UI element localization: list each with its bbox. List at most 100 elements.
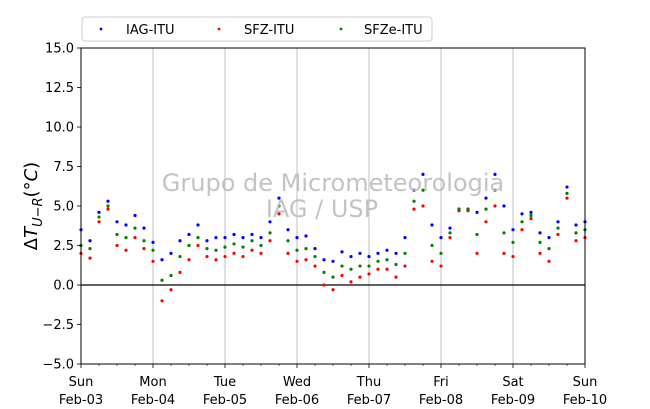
data-point — [241, 254, 245, 259]
data-point — [124, 248, 128, 252]
data-point — [475, 210, 479, 214]
data-point — [250, 232, 254, 237]
data-point — [286, 239, 290, 243]
y-tick-label: −2.5 — [42, 318, 74, 333]
data-point — [88, 239, 92, 243]
data-point — [367, 272, 371, 276]
data-point — [502, 231, 506, 235]
data-point — [133, 236, 137, 240]
data-point — [97, 215, 101, 219]
data-point — [133, 226, 137, 230]
data-point — [493, 172, 497, 176]
data-point — [196, 223, 200, 227]
data-point — [394, 251, 398, 255]
data-point — [304, 258, 308, 262]
data-point — [259, 236, 263, 240]
data-point — [331, 275, 335, 279]
data-point — [538, 231, 542, 235]
series-iag-itu — [79, 172, 587, 263]
data-point — [277, 204, 281, 208]
data-point — [475, 232, 479, 237]
legend: IAG-ITU SFZ-ITU SFZe-ITU — [81, 16, 433, 42]
data-point — [574, 239, 578, 243]
legend-marker-iag-itu — [99, 27, 103, 31]
data-point — [385, 258, 389, 262]
legend-label-sfz-itu: SFZ-ITU — [244, 23, 294, 38]
y-tick-label: 12.5 — [45, 81, 74, 96]
data-point — [313, 254, 317, 259]
data-point — [493, 204, 497, 208]
y-tick-label: 0.0 — [53, 279, 74, 294]
data-point — [403, 251, 407, 255]
x-tick-date: Feb-06 — [275, 393, 319, 408]
data-point — [484, 220, 488, 224]
data-point — [349, 280, 353, 284]
data-point — [124, 236, 128, 240]
data-point — [511, 240, 515, 244]
data-point — [376, 259, 380, 263]
data-point — [421, 172, 425, 176]
legend-label-iag-itu: IAG-ITU — [126, 23, 175, 38]
data-point — [277, 212, 281, 216]
data-point — [358, 264, 362, 268]
data-point — [106, 199, 110, 203]
watermark: Grupo de Micrometeorologia IAG / USP — [162, 169, 504, 223]
data-point — [376, 251, 380, 255]
x-tick-date: Feb-10 — [563, 393, 607, 408]
y-tick-label: 10.0 — [45, 121, 74, 136]
x-tick-date: Feb-08 — [419, 393, 463, 408]
data-point — [178, 254, 182, 259]
data-point — [457, 207, 461, 211]
y-tick-label: 5.0 — [53, 200, 74, 215]
data-point — [187, 232, 191, 237]
data-point — [196, 236, 200, 240]
data-point — [412, 199, 416, 203]
data-point — [331, 288, 335, 292]
x-axis: Sun Feb-03 Mon Feb-04 Tue Feb-05 Wed Feb-06 Thu F… — [59, 364, 607, 408]
data-point — [295, 259, 299, 263]
y-tick-label: 7.5 — [53, 160, 74, 175]
data-point — [448, 236, 452, 240]
data-point — [214, 236, 218, 240]
data-point — [286, 228, 290, 232]
data-point — [259, 251, 263, 255]
data-point — [484, 196, 488, 200]
data-point — [574, 223, 578, 227]
data-point — [376, 267, 380, 271]
data-point — [547, 259, 551, 263]
data-point — [466, 207, 470, 211]
data-point — [151, 248, 155, 252]
x-tick-day: Wed — [283, 375, 311, 390]
data-point — [169, 251, 173, 255]
data-point — [115, 232, 119, 237]
data-point — [115, 220, 119, 224]
x-tick-day: Fri — [433, 375, 449, 390]
data-point — [223, 245, 227, 249]
data-point — [232, 251, 236, 255]
x-tick-date: Feb-09 — [491, 393, 535, 408]
x-tick-date: Feb-05 — [203, 393, 247, 408]
data-point — [97, 220, 101, 224]
data-point — [511, 254, 515, 259]
data-point — [520, 220, 524, 224]
data-point — [538, 251, 542, 255]
data-point — [205, 254, 209, 259]
data-point — [322, 258, 326, 262]
y-tick-label: 2.5 — [53, 239, 74, 254]
data-point — [412, 188, 416, 192]
data-point — [133, 213, 137, 218]
data-point — [286, 251, 290, 255]
data-point — [313, 247, 317, 251]
data-point — [520, 212, 524, 216]
data-point — [547, 236, 551, 240]
data-point — [430, 243, 434, 248]
data-point — [295, 236, 299, 240]
data-point — [502, 251, 506, 255]
watermark-line-2: IAG / USP — [266, 195, 378, 223]
data-point — [169, 288, 173, 292]
data-points — [79, 172, 587, 303]
data-point — [520, 228, 524, 232]
data-point — [529, 210, 533, 214]
data-point — [268, 220, 272, 224]
